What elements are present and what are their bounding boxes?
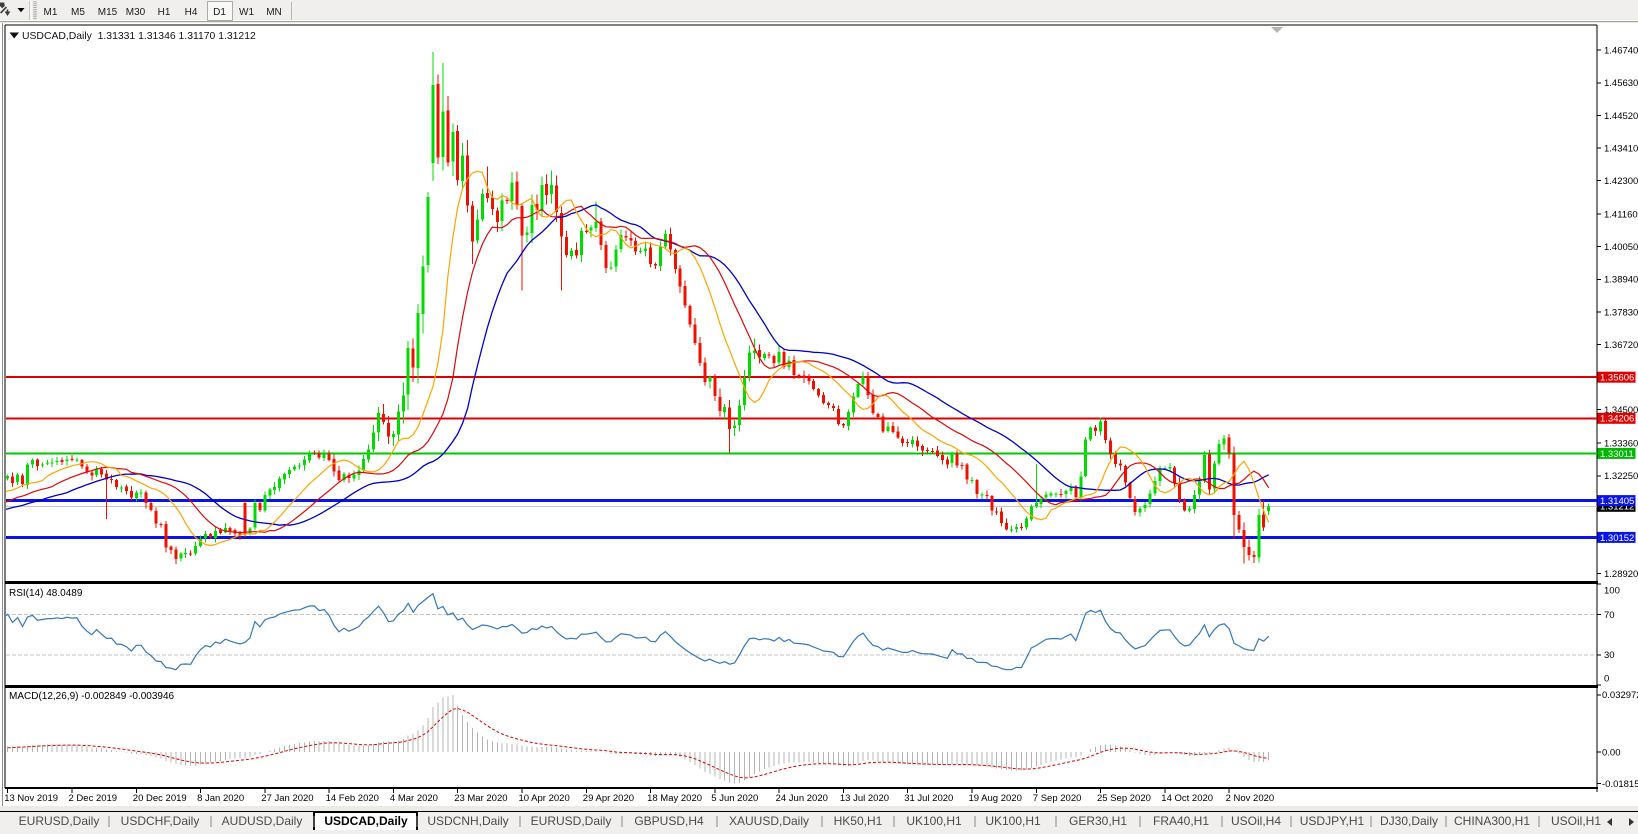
svg-text:EURUSD,Daily: EURUSD,Daily bbox=[19, 814, 100, 828]
svg-text:USDCAD,Daily 1.31331 1.31346: USDCAD,Daily 1.31331 1.31346 1.31170 1.3… bbox=[22, 31, 256, 42]
svg-text:1.33011: 1.33011 bbox=[1600, 449, 1634, 460]
svg-text:UK100,H1: UK100,H1 bbox=[985, 814, 1041, 828]
svg-text:30: 30 bbox=[1604, 650, 1615, 661]
svg-text:10 Apr 2020: 10 Apr 2020 bbox=[519, 793, 570, 804]
svg-text:27 Jan 2020: 27 Jan 2020 bbox=[261, 793, 313, 804]
svg-text:4 Mar 2020: 4 Mar 2020 bbox=[390, 793, 438, 804]
svg-text:1.38940: 1.38940 bbox=[1604, 275, 1638, 286]
svg-text:0.00: 0.00 bbox=[1602, 747, 1621, 758]
svg-text:0.032972: 0.032972 bbox=[1602, 690, 1638, 701]
svg-text:1.43410: 1.43410 bbox=[1604, 143, 1638, 154]
svg-text:23 Mar 2020: 23 Mar 2020 bbox=[454, 793, 507, 804]
svg-text:MN: MN bbox=[266, 7, 282, 18]
svg-text:XAUUSD,Daily: XAUUSD,Daily bbox=[729, 814, 809, 828]
svg-text:1.42300: 1.42300 bbox=[1604, 176, 1638, 187]
svg-text:DJ30,Daily: DJ30,Daily bbox=[1380, 814, 1438, 828]
svg-text:1.34500: 1.34500 bbox=[1604, 405, 1638, 416]
svg-text:100: 100 bbox=[1604, 586, 1620, 597]
svg-text:USDJPY,H1: USDJPY,H1 bbox=[1300, 814, 1365, 828]
svg-text:2 Dec 2019: 2 Dec 2019 bbox=[69, 793, 118, 804]
svg-text:1.31212: 1.31212 bbox=[1600, 502, 1634, 513]
svg-text:1.46740: 1.46740 bbox=[1604, 46, 1638, 57]
svg-text:M30: M30 bbox=[126, 7, 146, 18]
svg-text:AUDUSD,Daily: AUDUSD,Daily bbox=[222, 814, 303, 828]
svg-text:USOil,H1: USOil,H1 bbox=[1551, 814, 1601, 828]
svg-text:5 Jun 2020: 5 Jun 2020 bbox=[711, 793, 758, 804]
svg-text:USOil,H4: USOil,H4 bbox=[1231, 814, 1281, 828]
svg-text:MACD(12,26,9) -0.002849 -0.003: MACD(12,26,9) -0.002849 -0.003946 bbox=[9, 691, 175, 702]
svg-text:H4: H4 bbox=[185, 7, 198, 18]
svg-text:13 Jul 2020: 13 Jul 2020 bbox=[840, 793, 889, 804]
svg-text:14 Oct 2020: 14 Oct 2020 bbox=[1161, 793, 1213, 804]
svg-text:USDCAD,Daily: USDCAD,Daily bbox=[324, 814, 408, 828]
svg-text:USDCNH,Daily: USDCNH,Daily bbox=[427, 814, 508, 828]
svg-text:2 Nov 2020: 2 Nov 2020 bbox=[1226, 793, 1275, 804]
svg-text:1.28920: 1.28920 bbox=[1604, 569, 1638, 580]
svg-text:18 May 2020: 18 May 2020 bbox=[647, 793, 702, 804]
svg-text:70: 70 bbox=[1604, 610, 1615, 621]
svg-text:RSI(14) 48.0489: RSI(14) 48.0489 bbox=[9, 588, 83, 599]
svg-text:1.37830: 1.37830 bbox=[1604, 307, 1638, 318]
svg-text:7 Sep 2020: 7 Sep 2020 bbox=[1033, 793, 1082, 804]
svg-text:0: 0 bbox=[1604, 674, 1609, 685]
svg-text:29 Apr 2020: 29 Apr 2020 bbox=[583, 793, 634, 804]
svg-text:1.44520: 1.44520 bbox=[1604, 111, 1638, 122]
svg-text:M15: M15 bbox=[98, 7, 118, 18]
svg-text:GBPUSD,H4: GBPUSD,H4 bbox=[634, 814, 704, 828]
svg-text:UK100,H1: UK100,H1 bbox=[906, 814, 962, 828]
svg-text:EURUSD,Daily: EURUSD,Daily bbox=[531, 814, 612, 828]
svg-text:1.35606: 1.35606 bbox=[1600, 373, 1634, 384]
svg-text:-0.018154: -0.018154 bbox=[1602, 779, 1638, 790]
svg-text:1.36720: 1.36720 bbox=[1604, 340, 1638, 351]
svg-text:1.45630: 1.45630 bbox=[1604, 78, 1638, 89]
svg-text:19 Aug 2020: 19 Aug 2020 bbox=[969, 793, 1022, 804]
svg-text:20 Dec 2019: 20 Dec 2019 bbox=[133, 793, 187, 804]
svg-text:1.40050: 1.40050 bbox=[1604, 242, 1638, 253]
svg-text:25 Sep 2020: 25 Sep 2020 bbox=[1097, 793, 1151, 804]
svg-text:1.31405: 1.31405 bbox=[1600, 496, 1634, 507]
svg-text:1.30152: 1.30152 bbox=[1600, 533, 1634, 544]
svg-text:1.41160: 1.41160 bbox=[1604, 210, 1638, 221]
svg-text:M5: M5 bbox=[71, 7, 85, 18]
svg-text:USDCHF,Daily: USDCHF,Daily bbox=[121, 814, 200, 828]
svg-text:GER30,H1: GER30,H1 bbox=[1069, 814, 1127, 828]
svg-text:1.34206: 1.34206 bbox=[1600, 414, 1634, 425]
svg-text:D1: D1 bbox=[213, 7, 226, 18]
svg-text:8 Jan 2020: 8 Jan 2020 bbox=[197, 793, 244, 804]
svg-text:W1: W1 bbox=[239, 7, 254, 18]
svg-text:M1: M1 bbox=[44, 7, 58, 18]
svg-text:13 Nov 2019: 13 Nov 2019 bbox=[4, 793, 58, 804]
svg-text:31 Jul 2020: 31 Jul 2020 bbox=[904, 793, 953, 804]
svg-text:1.33360: 1.33360 bbox=[1604, 439, 1638, 450]
svg-text:FRA40,H1: FRA40,H1 bbox=[1153, 814, 1209, 828]
svg-text:CHINA300,H1: CHINA300,H1 bbox=[1454, 814, 1530, 828]
svg-text:24 Jun 2020: 24 Jun 2020 bbox=[776, 793, 828, 804]
svg-text:H1: H1 bbox=[158, 7, 171, 18]
svg-text:1.32250: 1.32250 bbox=[1604, 471, 1638, 482]
svg-text:HK50,H1: HK50,H1 bbox=[834, 814, 883, 828]
svg-text:14 Feb 2020: 14 Feb 2020 bbox=[326, 793, 379, 804]
